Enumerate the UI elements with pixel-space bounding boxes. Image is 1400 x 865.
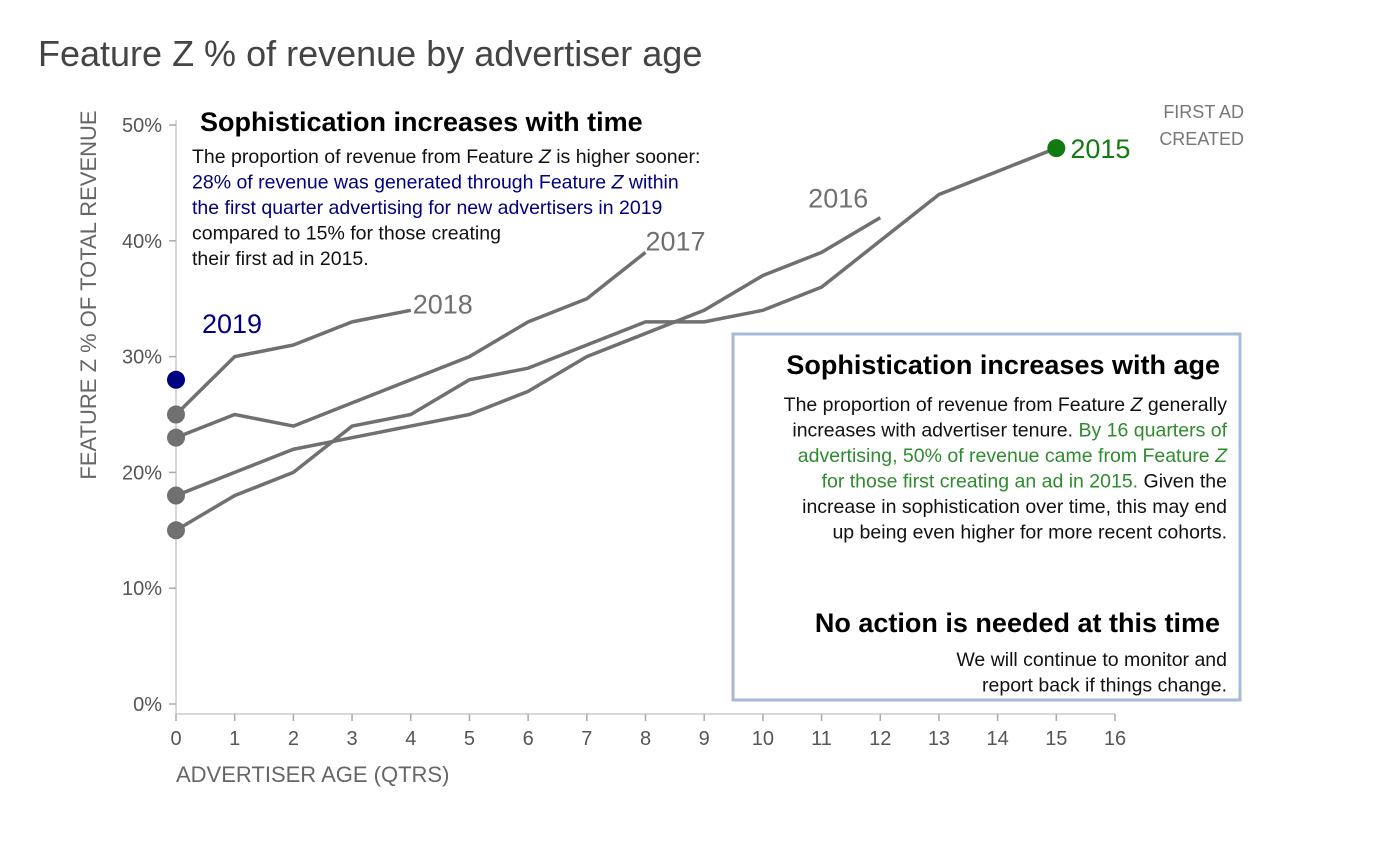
x-tick-label: 8 (640, 728, 651, 750)
x-tick-label: 13 (928, 728, 950, 750)
annotation-line: their first ad in 2015. (192, 248, 369, 270)
annotation-line: increase in sophistication over time, th… (802, 496, 1227, 518)
annotation-text: is higher sooner: (551, 146, 701, 168)
y-tick-label: 40% (122, 231, 162, 253)
series-line (175, 251, 647, 440)
start-marker (167, 370, 185, 389)
annotation-text: increases with advertiser tenure. (792, 420, 1078, 442)
annotation-line: The proportion of revenue from Feature Z… (192, 146, 700, 168)
start-marker (167, 521, 185, 540)
annotation-line: advertising, 50% of revenue came from Fe… (798, 445, 1228, 467)
series-label: 2017 (646, 226, 706, 256)
series-label: 2019 (202, 309, 262, 339)
start-marker (167, 428, 185, 447)
annotation-text: The proportion of revenue from Feature (784, 394, 1131, 416)
x-tick-label: 6 (523, 728, 534, 750)
annotation-text: generally (1142, 394, 1227, 416)
series-line (175, 146, 1057, 532)
annotation-title: Sophistication increases with time (200, 107, 643, 137)
annotation-line: increases with advertiser tenure. By 16 … (792, 420, 1227, 442)
x-tick-label: 15 (1045, 728, 1067, 750)
x-tick-label: 11 (811, 728, 832, 750)
x-tick-label: 3 (347, 728, 358, 750)
annotation-text: Given the (1138, 471, 1227, 493)
annotation-text: The proportion of revenue from Feature (192, 146, 539, 168)
series-label: 2018 (413, 289, 473, 319)
annotation-text: increase in sophistication over time, th… (802, 496, 1227, 518)
annotation-text: Z (1130, 394, 1144, 416)
annotation-title: No action is needed at this time (815, 608, 1220, 638)
annotation-text: up being even higher for more recent coh… (832, 522, 1227, 544)
annotation-line: We will continue to monitor and (956, 649, 1227, 671)
callout-box (731, 332, 1242, 702)
x-tick-label: 7 (581, 728, 592, 750)
y-tick-label: 10% (122, 578, 162, 600)
legend-title: FIRST AD (1163, 102, 1244, 122)
annotation-line: up being even higher for more recent coh… (832, 522, 1227, 544)
x-tick-label: 0 (170, 728, 181, 750)
y-tick-label: 0% (133, 694, 162, 716)
annotation-text: advertising, 50% of revenue came from Fe… (798, 445, 1215, 467)
annotation-line: for those first creating an ad in 2015. … (822, 471, 1227, 493)
annotation-text: Z (538, 146, 552, 168)
annotation-text: compared to 15% for those creating (192, 223, 501, 245)
annotation-line: The proportion of revenue from Feature Z… (784, 394, 1228, 416)
annotation-text: their first ad in 2015. (192, 248, 369, 270)
y-tick-label: 20% (122, 462, 162, 484)
start-marker (167, 486, 185, 505)
x-tick-label: 9 (699, 728, 710, 750)
legend-title: CREATED (1159, 129, 1244, 149)
series-label: 2016 (808, 184, 868, 214)
series-line (175, 216, 882, 498)
x-tick-label: 4 (405, 728, 416, 750)
x-tick-label: 1 (229, 728, 240, 750)
annotation-text: By 16 quarters of (1079, 420, 1228, 442)
chart-title: Feature Z % of revenue by advertiser age (38, 33, 702, 74)
annotation-line: 28% of revenue was generated through Fea… (192, 172, 679, 194)
x-tick-label: 5 (464, 728, 475, 750)
x-tick-label: 10 (752, 728, 774, 750)
x-tick-label: 12 (869, 728, 891, 750)
annotation-text: report back if things change. (982, 675, 1227, 697)
annotation-text: the first quarter advertising for new ad… (192, 197, 662, 219)
annotation-text: We will continue to monitor and (956, 649, 1227, 671)
y-tick-label: 50% (122, 115, 162, 137)
x-axis-label: ADVERTISER AGE (QTRS) (176, 762, 449, 787)
annotation-text: within (623, 172, 678, 194)
annotation-line: report back if things change. (982, 675, 1227, 697)
y-tick-label: 30% (122, 347, 162, 369)
series-label: 2015 (1070, 134, 1130, 164)
y-axis-label: FEATURE Z % OF TOTAL REVENUE (76, 110, 101, 479)
annotation-text: 28% of revenue was generated through Fea… (192, 172, 612, 194)
start-marker (167, 405, 185, 424)
annotation-line: compared to 15% for those creating (192, 223, 501, 245)
x-tick-label: 14 (987, 728, 1009, 750)
annotation-title: Sophistication increases with age (786, 350, 1220, 380)
annotation-line: the first quarter advertising for new ad… (192, 197, 662, 219)
end-marker (1047, 139, 1066, 158)
annotation-text: Z (611, 172, 625, 194)
x-tick-label: 16 (1104, 728, 1126, 750)
x-tick-label: 2 (288, 728, 299, 750)
series-line (174, 308, 412, 416)
annotation-text: for those first creating an ad in 2015. (822, 471, 1139, 493)
annotation-text: Z (1214, 445, 1228, 467)
